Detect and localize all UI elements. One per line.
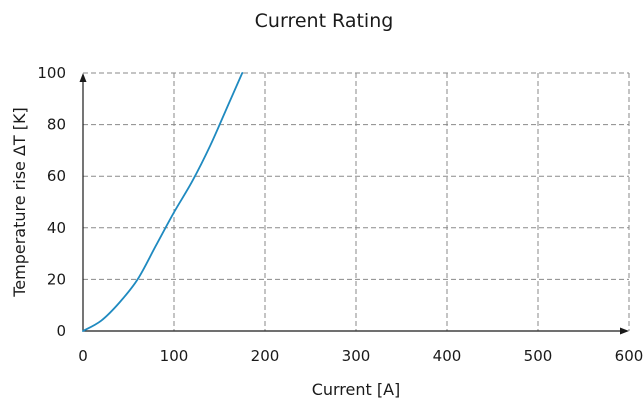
x-tick-label-300: 300 <box>342 347 371 365</box>
x-tick-label-400: 400 <box>433 347 462 365</box>
x-tick-label-200: 200 <box>251 347 280 365</box>
series-line-0 <box>82 72 244 332</box>
y-tick-label-60: 60 <box>47 167 66 185</box>
tick-labels: 0 100 200 300 400 500 600 0 20 40 60 80 100 <box>37 64 643 365</box>
axes <box>79 73 629 335</box>
y-tick-label-40: 40 <box>47 219 66 237</box>
y-axis-arrow-icon <box>79 73 87 82</box>
x-tick-label-100: 100 <box>160 347 189 365</box>
x-tick-label-0: 0 <box>78 347 88 365</box>
x-tick-label-600: 600 <box>615 347 644 365</box>
chart-title: Current Rating <box>255 10 394 32</box>
x-tick-label-500: 500 <box>524 347 553 365</box>
y-axis-label: Temperature rise ΔT [K] <box>10 107 29 298</box>
y-tick-label-100: 100 <box>37 64 66 82</box>
y-tick-label-20: 20 <box>47 270 66 288</box>
x-axis-arrow-icon <box>620 327 629 335</box>
y-tick-label-80: 80 <box>47 116 66 134</box>
y-tick-label-0: 0 <box>56 322 66 340</box>
series <box>82 72 244 332</box>
grid <box>83 72 630 331</box>
x-axis-label: Current [A] <box>312 380 401 399</box>
